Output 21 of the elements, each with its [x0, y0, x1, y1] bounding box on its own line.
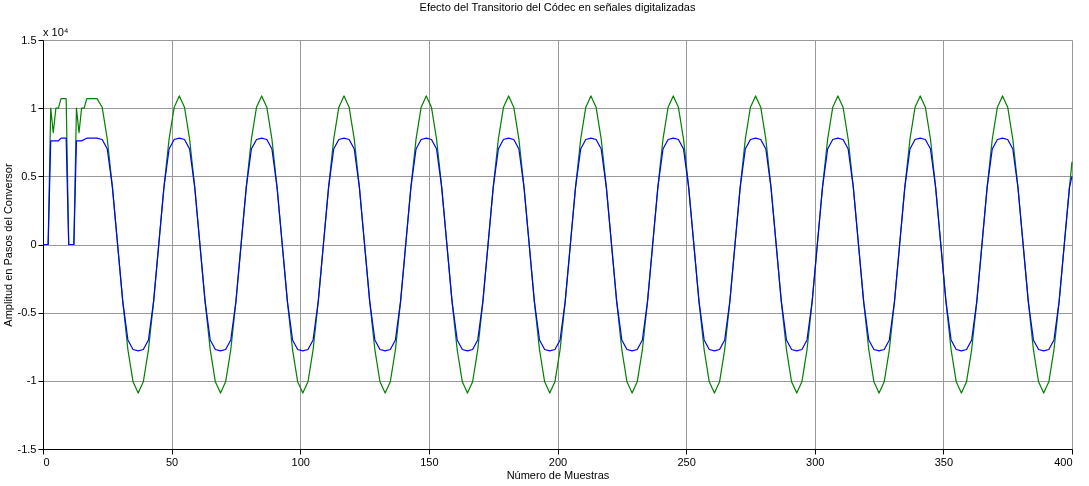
x-tick-label: 350: [934, 455, 954, 468]
x-tick-label: 250: [677, 455, 696, 468]
chart-title: Efecto del Transitorio del Códec en señales digitalizadas: [419, 1, 696, 13]
y-axis-title: Amplitud en Pasos del Conversor: [1, 163, 14, 327]
y-tick-label: 1.5: [21, 33, 37, 46]
x-tick-label: 300: [806, 455, 825, 468]
x-tick-label: 150: [420, 455, 439, 468]
x-tick-label: 200: [548, 455, 568, 468]
x-tick-label: 100: [291, 455, 310, 468]
x-tick-label: 50: [166, 455, 179, 468]
line-series: [42, 137, 1073, 352]
text: x 10⁴: [43, 26, 69, 38]
x-tick-label: 400: [1054, 455, 1073, 468]
y-tick-label: -1.5: [17, 442, 37, 455]
x-tick-label: 0: [43, 455, 50, 468]
x-axis-title: Número de Muestras: [506, 468, 610, 481]
y-tick-label: -1: [26, 374, 37, 387]
y-tick-label: 0.5: [21, 169, 37, 182]
y-tick-label: 0: [30, 238, 37, 250]
y-tick-label: 1: [30, 101, 37, 114]
y-tick-label: -0.5: [17, 306, 37, 319]
